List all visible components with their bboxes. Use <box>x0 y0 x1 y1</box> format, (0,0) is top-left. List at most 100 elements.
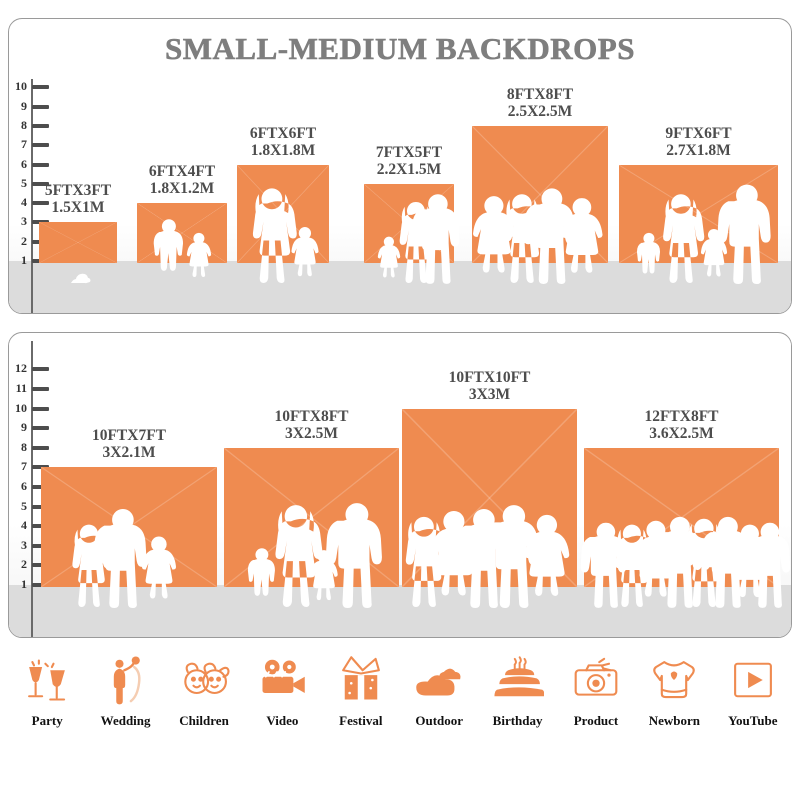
top-plot-area: 10 9 8 7 6 5 4 3 2 1 5FTX3FT 1.5X1M 6FTX4FT 1.8X1.2M… <box>9 79 791 313</box>
birthday-cake-icon <box>478 650 556 706</box>
bar-size-label-imperial: 9FTX6FT <box>665 124 732 142</box>
icon-strip-item[interactable]: Product <box>557 650 635 729</box>
y-tick-mark <box>32 406 49 411</box>
bar-size-label-imperial: 10FTX7FT <box>91 427 167 445</box>
y-tick-mark <box>32 201 49 206</box>
icon-strip-label: Party <box>31 713 63 728</box>
bar-size-label-metric: 3X2.1M <box>102 444 156 462</box>
y-tick-mark <box>32 367 49 372</box>
gift-box-icon <box>322 650 400 706</box>
y-tick-label: 2 <box>21 233 27 248</box>
y-tick-mark <box>32 563 49 568</box>
y-tick-label: 8 <box>21 439 27 454</box>
y-tick-mark <box>32 524 49 529</box>
bar-size-label-imperial: 5FTX3FT <box>44 182 112 200</box>
top-floor <box>9 261 791 313</box>
y-tick-mark <box>32 162 49 167</box>
bar-size-label-metric: 3.6X2.5M <box>649 424 714 442</box>
icon-strip-label: Children <box>179 713 229 728</box>
backdrop-size-bar <box>364 183 454 263</box>
icon-strip-item[interactable]: Party <box>8 650 86 729</box>
icon-strip-item[interactable]: Children <box>165 650 243 729</box>
bar-size-label-metric: 1.8X1.8M <box>250 141 316 159</box>
y-tick-label: 4 <box>21 518 27 533</box>
icon-strip-label: Wedding <box>100 713 151 728</box>
page-title: SMALL-MEDIUM BACKDROPS <box>165 31 635 67</box>
bottom-floor <box>9 585 791 637</box>
y-tick-label: 12 <box>15 361 27 376</box>
y-tick-mark <box>32 123 49 128</box>
icon-strip-label: Video <box>266 713 299 728</box>
champagne-glasses-icon <box>8 650 86 706</box>
y-tick-label: 3 <box>21 537 27 552</box>
bar-size-label: 8FTX8FT 2.5X2.5M <box>450 86 630 120</box>
bar-size-label: 6FTX6FT 1.8X1.8M <box>193 125 373 159</box>
icon-strip-item[interactable]: Festival <box>322 650 400 729</box>
bottom-chart-panel: 12 11 10 9 8 7 6 5 4 3 2 1 10FTX7FT 3X2.1M 10FTX8FT 3X… <box>8 332 792 638</box>
y-tick-mark <box>32 104 49 109</box>
bar-size-label: 6FTX4FT 1.8X1.2M <box>92 163 272 197</box>
wedding-couple-icon <box>86 650 164 706</box>
bar-size-label-imperial: 10FTX8FT <box>274 407 349 425</box>
bar-size-label-metric: 2.5X2.5M <box>507 102 573 120</box>
icon-strip-label: YouTube <box>728 713 778 728</box>
y-tick-label: 6 <box>21 156 27 171</box>
y-tick-mark <box>32 504 49 509</box>
bar-size-label-metric: 2.7X1.8M <box>666 141 731 159</box>
y-tick-label: 10 <box>15 400 27 415</box>
bar-size-label-imperial: 6FTX6FT <box>249 124 317 142</box>
y-tick-label: 1 <box>21 253 27 267</box>
movie-camera-icon <box>243 650 321 706</box>
icon-strip-label: Newborn <box>648 713 701 728</box>
play-button-icon <box>714 650 792 706</box>
y-tick-label: 10 <box>15 79 27 94</box>
backdrop-size-bar <box>619 164 778 263</box>
two-children-faces-icon <box>165 650 243 706</box>
bar-size-label: 10FTX7FT 3X2.1M <box>39 427 219 461</box>
icon-strip-item[interactable]: Video <box>243 650 321 729</box>
y-tick-mark <box>32 143 49 148</box>
y-tick-label: 3 <box>21 214 27 229</box>
icon-strip-label: Outdoor <box>415 713 464 728</box>
backdrop-size-bar <box>402 408 577 587</box>
bar-size-label-imperial: 12FTX8FT <box>644 407 719 425</box>
bar-size-label: 12FTX8FT 3.6X2.5M <box>592 408 772 442</box>
bar-size-label-metric: 2.2X1.5M <box>376 160 442 178</box>
bar-size-label: 9FTX6FT 2.7X1.8M <box>609 125 789 159</box>
y-tick-label: 8 <box>21 117 27 132</box>
bar-size-label: 10FTX8FT 3X2.5M <box>222 408 402 442</box>
bottom-plot-area: 12 11 10 9 8 7 6 5 4 3 2 1 10FTX7FT 3X2.1M 10FTX8FT 3X… <box>9 341 791 637</box>
y-tick-mark <box>32 543 49 548</box>
icon-strip-item[interactable]: YouTube <box>714 650 792 729</box>
icon-strip-item[interactable]: Outdoor <box>400 650 478 729</box>
bar-size-label-imperial: 7FTX5FT <box>375 143 443 161</box>
bar-size-label-metric: 1.5X1M <box>51 199 105 217</box>
y-tick-label: 7 <box>21 137 27 152</box>
y-tick-label: 1 <box>21 577 27 591</box>
y-tick-label: 11 <box>15 381 27 395</box>
backdrop-size-bar <box>137 203 227 263</box>
y-tick-mark <box>32 583 49 587</box>
category-icon-strip: Party Wedding Children Video Festival Ou… <box>8 650 792 760</box>
backdrop-size-bar <box>41 467 217 587</box>
y-tick-label: 5 <box>21 498 27 513</box>
bar-size-label-metric: 3X2.5M <box>285 424 338 442</box>
icon-strip-label: Festival <box>339 713 383 728</box>
icon-strip-item[interactable]: Wedding <box>86 650 164 729</box>
y-tick-mark <box>32 426 49 431</box>
top-y-axis <box>31 79 33 313</box>
bottom-y-axis <box>31 341 33 637</box>
icon-strip-label: Birthday <box>492 713 543 728</box>
backdrop-size-bar <box>237 164 329 263</box>
y-tick-mark <box>32 465 49 470</box>
cloud-sun-icon <box>400 650 478 706</box>
icon-strip-item[interactable]: Newborn <box>635 650 713 729</box>
bar-size-label-imperial: 8FTX8FT <box>506 85 574 103</box>
y-tick-label: 4 <box>21 195 27 210</box>
y-tick-label: 6 <box>21 479 27 493</box>
icon-strip-item[interactable]: Birthday <box>478 650 556 729</box>
y-tick-mark <box>32 85 49 90</box>
top-chart-panel: SMALL-MEDIUM BACKDROPS 10 9 8 7 6 5 4 3 2 1 5FTX3… <box>8 18 792 314</box>
backdrop-size-bar <box>584 447 779 587</box>
baby-onesie-icon <box>635 650 713 706</box>
